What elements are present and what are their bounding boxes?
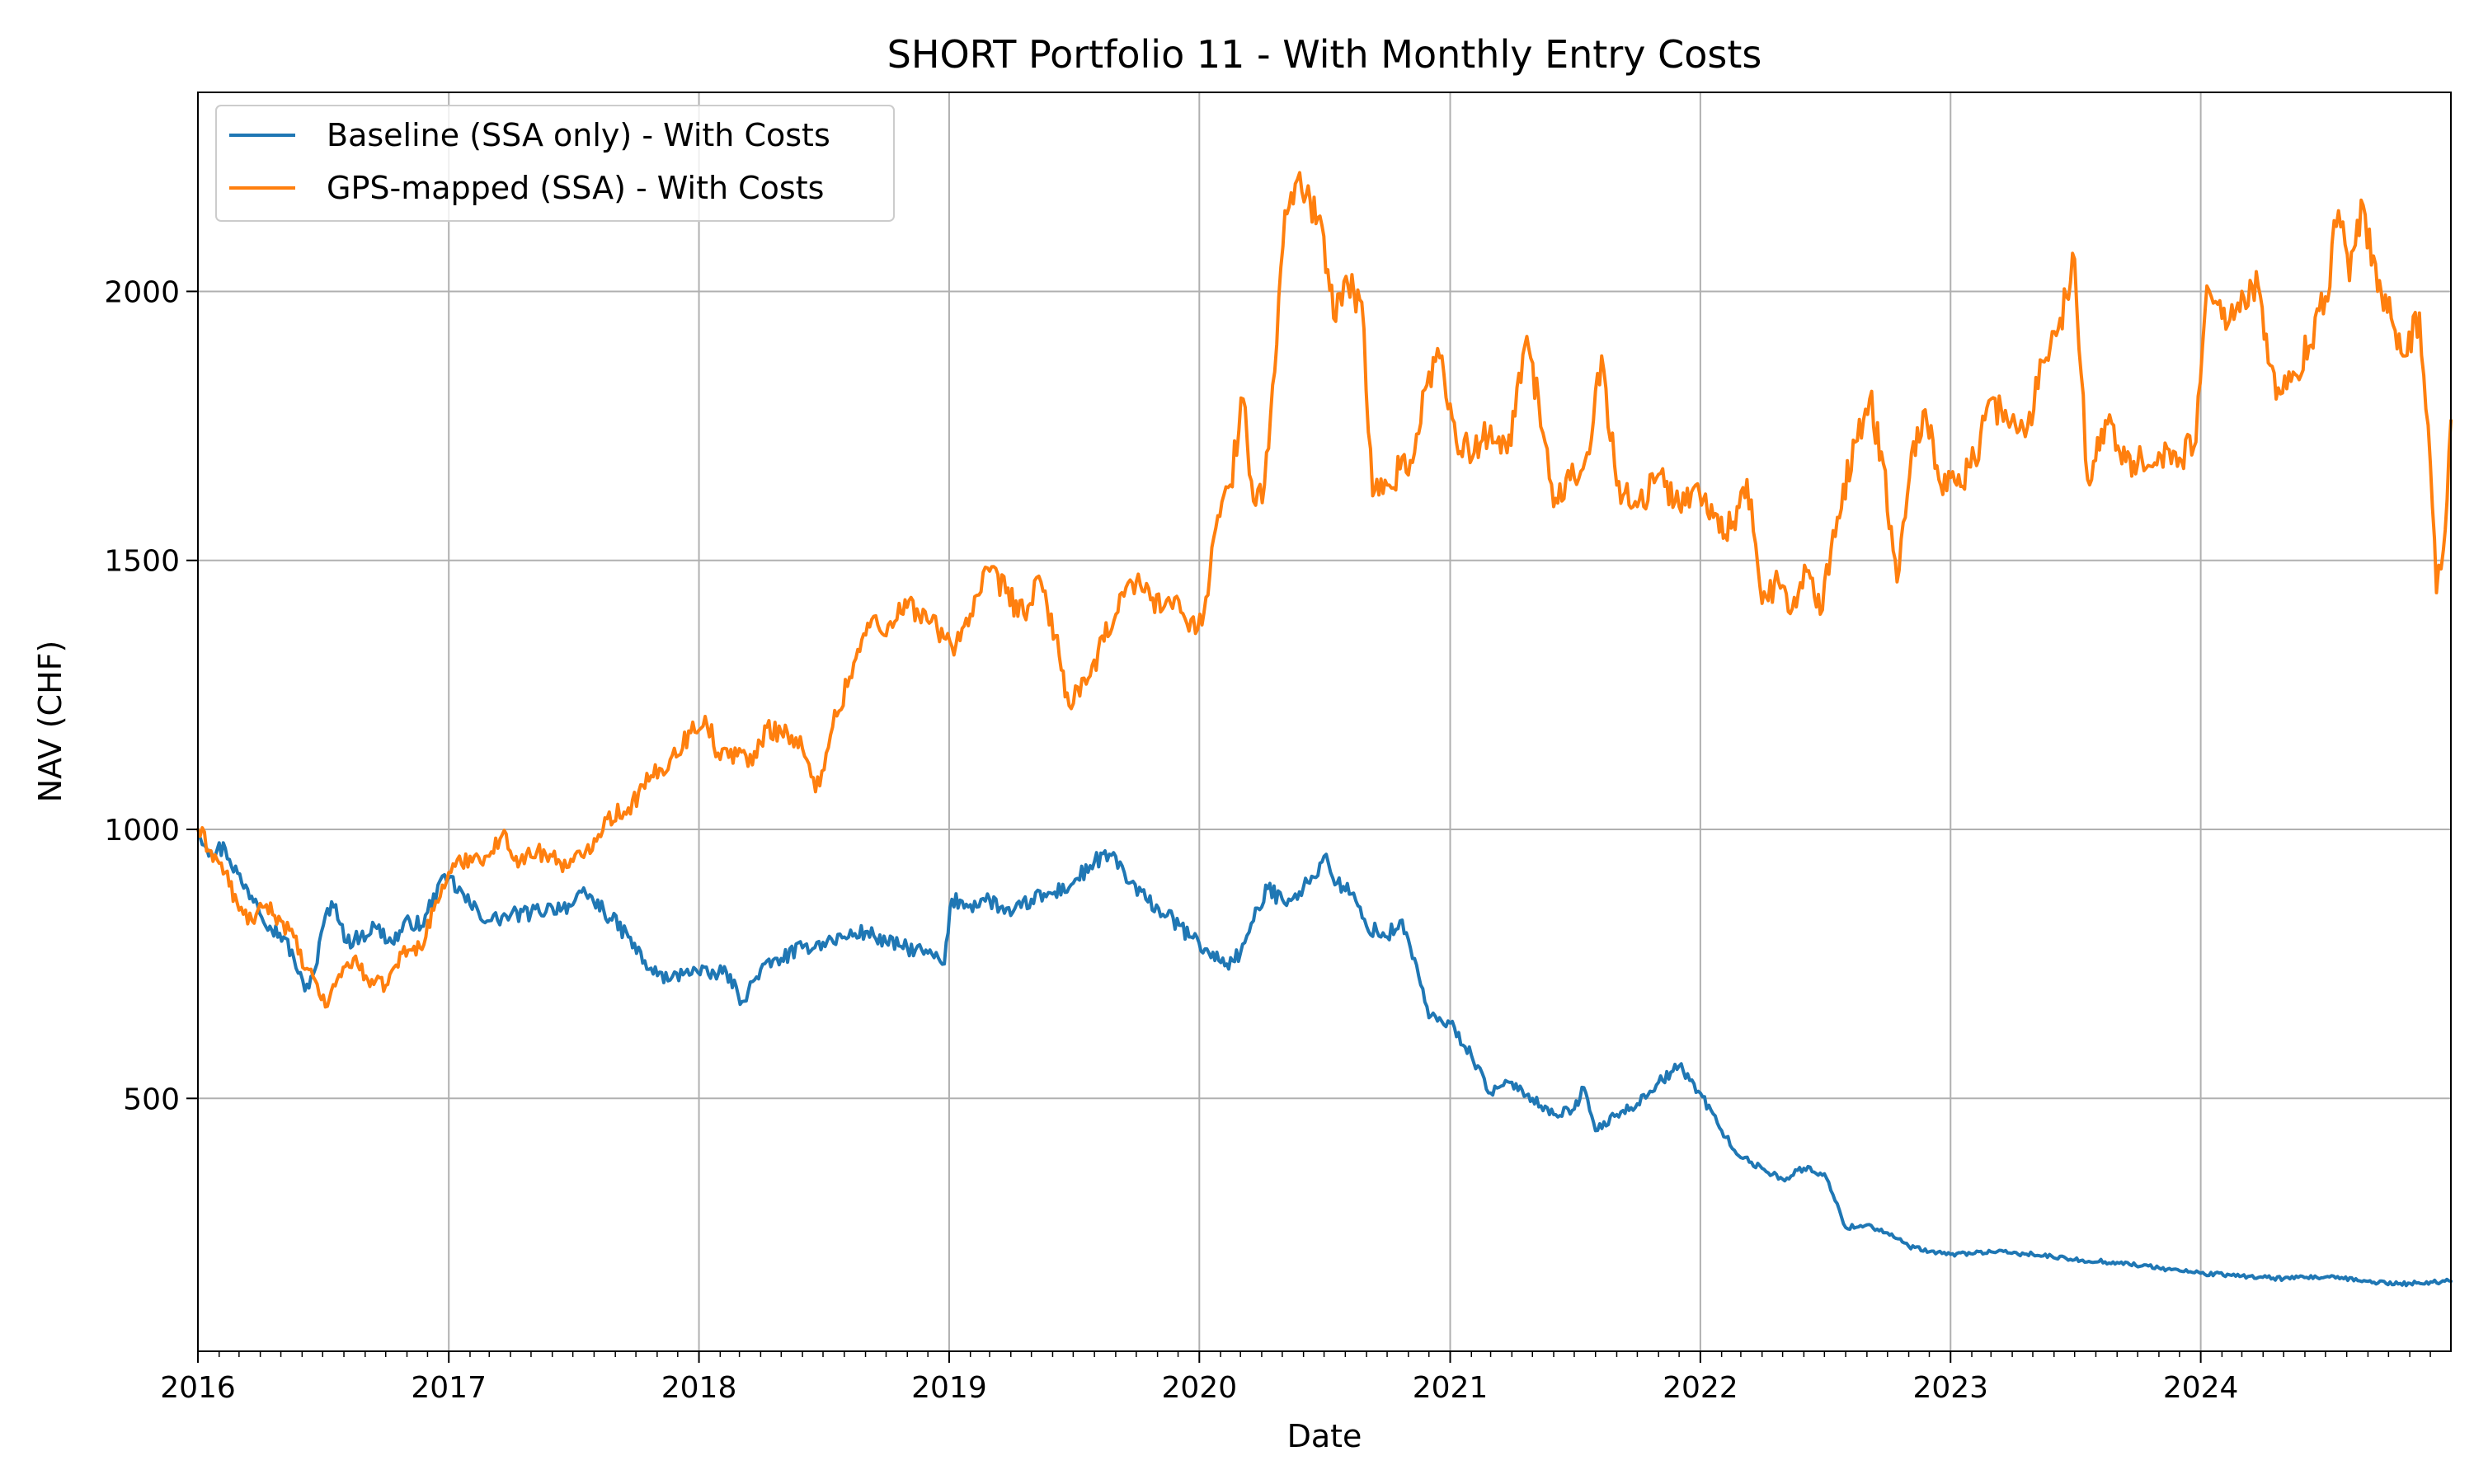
x-tick-label-2019: 2019: [911, 1371, 987, 1405]
series-group: [196, 171, 2453, 1288]
y-axis-label: NAV (CHF): [32, 641, 68, 803]
x-tick-label-2021: 2021: [1413, 1371, 1489, 1405]
legend-label-gps-mapped: GPS-mapped (SSA) - With Costs: [327, 170, 824, 206]
axis-ticks: 2016 2017 2018 2019 2020 2021 2022 2023 2024 500 1…: [104, 275, 2238, 1405]
y-tick-label-500: 500: [123, 1082, 180, 1116]
x-tick-label-2016: 2016: [160, 1371, 236, 1405]
chart-title: SHORT Portfolio 11 - With Monthly Entry …: [887, 32, 1762, 77]
legend-box: [215, 105, 895, 222]
grid: [197, 92, 2451, 1351]
x-axis-label: Date: [1287, 1418, 1362, 1454]
x-tick-label-2020: 2020: [1162, 1371, 1238, 1405]
x-tick-label-2018: 2018: [661, 1371, 737, 1405]
y-tick-label-1000: 1000: [104, 814, 180, 848]
x-tick-label-2017: 2017: [411, 1371, 487, 1405]
x-tick-label-2024: 2024: [2163, 1371, 2239, 1405]
x-tick-label-2022: 2022: [1663, 1371, 1738, 1405]
series-line-gps-mapped: [196, 171, 2453, 1009]
x-tick-label-2023: 2023: [1912, 1371, 1988, 1405]
series-line-baseline: [196, 828, 2453, 1288]
legend-label-baseline: Baseline (SSA only) - With Costs: [327, 117, 830, 153]
legend: Baseline (SSA only) - With Costs GPS-map…: [215, 105, 895, 222]
y-tick-label-1500: 1500: [104, 545, 180, 579]
minor-ticks: [219, 1351, 2431, 1357]
y-tick-label-2000: 2000: [104, 275, 180, 309]
plot-area: [198, 92, 2451, 1351]
